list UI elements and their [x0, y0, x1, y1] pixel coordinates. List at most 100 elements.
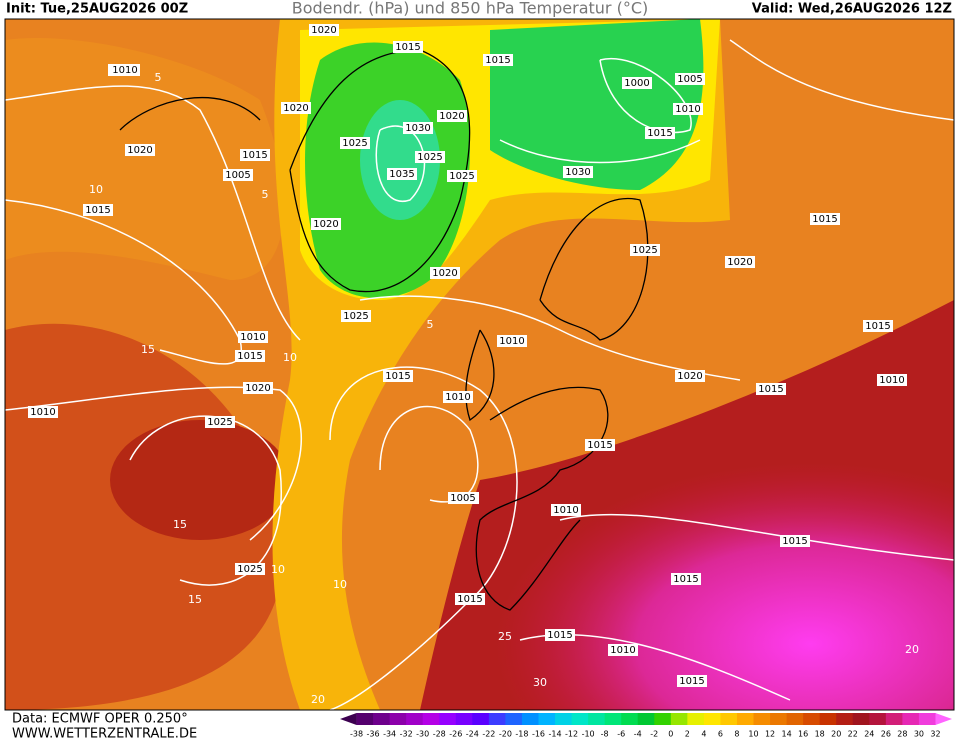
colorbar-cell [406, 713, 424, 725]
isobar-label: 1010 [553, 505, 578, 516]
colorbar-label: -28 [433, 730, 446, 739]
isobar-label-box [243, 382, 273, 394]
isobar-label-box [437, 110, 467, 122]
isobar-label-box [877, 374, 907, 386]
colorbar-cell [637, 713, 655, 725]
warm-core [110, 420, 290, 540]
isobar-label: 1015 [673, 574, 698, 585]
isobar-label: 1015 [242, 150, 267, 161]
isobar-label: 1020 [245, 383, 270, 394]
temperature-label: 5 [262, 188, 269, 201]
isobar-label: 1015 [812, 214, 837, 225]
colorbar-label: 24 [864, 730, 874, 739]
isobar-label: 1010 [675, 104, 700, 115]
colorbar-label: -20 [499, 730, 512, 739]
temperature-label: 20 [905, 643, 919, 656]
isobar-label-box [341, 310, 371, 322]
temperature-label: 10 [271, 563, 285, 576]
temperature-label: 25 [498, 630, 512, 643]
isobar-label: 1015 [457, 594, 482, 605]
isobar-label: 1010 [610, 645, 635, 656]
isobar-label-box [238, 331, 268, 343]
isobar-label: 1015 [237, 351, 262, 362]
colorbar-label: 6 [718, 730, 723, 739]
isobar-label-box [83, 204, 113, 216]
isobar-label: 1015 [547, 630, 572, 641]
isobar-label-box [675, 370, 705, 382]
isobar [729, 39, 954, 121]
isobar-label-box [448, 492, 478, 504]
colorbar: -38 -36 -34 -32 -30 -28 -26 -24 -22 -20 -18 -16 -14-… [340, 713, 952, 739]
isobar-label-box [675, 73, 705, 85]
isobar-label-box [630, 244, 660, 256]
isobar-label: 1020 [313, 219, 338, 230]
colorbar-label: -8 [601, 730, 609, 739]
isobar-label-box [608, 644, 638, 656]
colorbar-label: -26 [449, 730, 462, 739]
isobar-label-box [673, 103, 703, 115]
isobar-label-box [223, 169, 253, 181]
colorbar-label: -2 [650, 730, 658, 739]
isobar-label: 1005 [225, 170, 250, 181]
isobar-label: 1020 [432, 268, 457, 279]
coastlines [119, 49, 649, 611]
isobar-label: 1015 [865, 321, 890, 332]
colorbar-label: -12 [565, 730, 578, 739]
colorbar-label: -38 [350, 730, 363, 739]
isobar-label-box [240, 149, 270, 161]
isobar-label: 1025 [632, 245, 657, 256]
isobar-label: 1010 [499, 336, 524, 347]
colorbar-cell [538, 713, 556, 725]
isobar-label-box [455, 593, 485, 605]
isobar-label-box [393, 41, 423, 53]
isobar-label-box [622, 77, 652, 89]
temperature-label: 10 [333, 578, 347, 591]
colorbar-label: 16 [798, 730, 808, 739]
isobar-label-box [545, 629, 575, 641]
isobar-label-box [551, 504, 581, 516]
colorbar-cell [902, 713, 920, 725]
isobar-label: 1015 [85, 205, 110, 216]
isobar-label: 1015 [679, 676, 704, 687]
isobar [5, 386, 302, 541]
isobar-label: 1025 [237, 564, 262, 575]
colorbar-cell [571, 713, 589, 725]
colorbar-label: -14 [548, 730, 561, 739]
isobar-label-box [309, 24, 339, 36]
isobar-label: 1025 [417, 152, 442, 163]
isobar-label: 1000 [624, 78, 649, 89]
isobar-label: 1020 [677, 371, 702, 382]
isobar [359, 295, 741, 381]
isobar-label-box [563, 166, 593, 178]
isobar-label: 1015 [395, 42, 420, 53]
isobar-label-box [387, 168, 417, 180]
colorbar-cell [439, 713, 457, 725]
colorbar-cell [720, 713, 738, 725]
colorbar-cell [422, 713, 440, 725]
colorbar-cell [885, 713, 903, 725]
isobar-label: 1010 [112, 65, 137, 76]
colorbar-cell [819, 713, 837, 725]
colorbar-label: 10 [748, 730, 758, 739]
temperature-label: 15 [141, 343, 155, 356]
colorbar-cell [753, 713, 771, 725]
colorbar-cell [472, 713, 490, 725]
isobar-label: 1015 [782, 536, 807, 547]
isobar-label-box [430, 267, 460, 279]
coastline [465, 329, 495, 422]
isobar-label: 1020 [439, 111, 464, 122]
temperature-label: 5 [155, 71, 162, 84]
colorbar-label: 18 [815, 730, 825, 739]
isobar-label-box [447, 170, 477, 182]
isobar-label-box [415, 151, 445, 163]
isobar-label: 1005 [677, 74, 702, 85]
isobar-label: 1035 [389, 169, 414, 180]
isobar-label-box [110, 64, 140, 76]
isobar-label-box [125, 144, 155, 156]
isobar-label: 1005 [450, 493, 475, 504]
colorbar-label: -4 [634, 730, 642, 739]
colorbar-cell [488, 713, 506, 725]
valid-time: Valid: Wed,26AUG2026 12Z [752, 2, 952, 17]
map-labels: 1010102010151010102010151005101010151030… [28, 24, 919, 706]
